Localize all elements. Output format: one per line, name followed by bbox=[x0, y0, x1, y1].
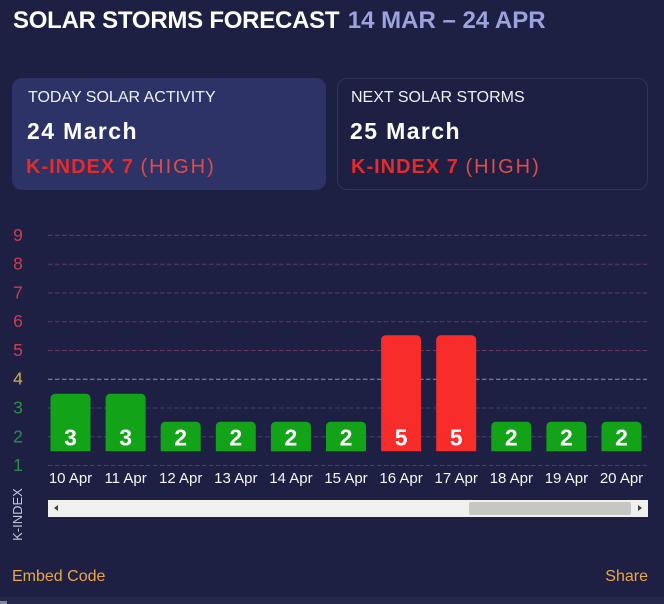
svg-text:17 Apr: 17 Apr bbox=[435, 470, 478, 487]
svg-text:8: 8 bbox=[13, 254, 23, 274]
svg-text:4: 4 bbox=[13, 369, 23, 389]
svg-text:19 Apr: 19 Apr bbox=[545, 470, 588, 487]
svg-text:3: 3 bbox=[64, 424, 77, 450]
svg-text:5: 5 bbox=[13, 340, 23, 360]
svg-text:2: 2 bbox=[615, 424, 628, 450]
svg-text:20 Apr: 20 Apr bbox=[600, 470, 643, 487]
svg-text:9: 9 bbox=[13, 225, 23, 245]
svg-text:2: 2 bbox=[13, 426, 23, 446]
svg-text:14 Apr: 14 Apr bbox=[269, 470, 312, 487]
svg-text:18 Apr: 18 Apr bbox=[490, 470, 533, 487]
svg-text:11 Apr: 11 Apr bbox=[104, 470, 146, 487]
svg-text:2: 2 bbox=[505, 424, 518, 450]
svg-text:3: 3 bbox=[119, 424, 132, 450]
svg-text:7: 7 bbox=[13, 283, 23, 303]
svg-text:2: 2 bbox=[560, 424, 573, 450]
svg-text:2: 2 bbox=[229, 424, 242, 450]
svg-text:2: 2 bbox=[340, 424, 353, 450]
svg-text:3: 3 bbox=[13, 398, 23, 418]
svg-text:1: 1 bbox=[13, 455, 23, 475]
svg-text:5: 5 bbox=[395, 424, 408, 450]
svg-text:12 Apr: 12 Apr bbox=[159, 470, 202, 487]
svg-text:13 Apr: 13 Apr bbox=[214, 470, 257, 487]
svg-text:10 Apr: 10 Apr bbox=[49, 470, 92, 487]
svg-text:2: 2 bbox=[285, 424, 298, 450]
svg-text:6: 6 bbox=[13, 311, 23, 331]
svg-text:15 Apr: 15 Apr bbox=[324, 470, 367, 487]
svg-text:5: 5 bbox=[450, 424, 463, 450]
svg-text:2: 2 bbox=[174, 424, 187, 450]
svg-text:16 Apr: 16 Apr bbox=[379, 470, 422, 487]
